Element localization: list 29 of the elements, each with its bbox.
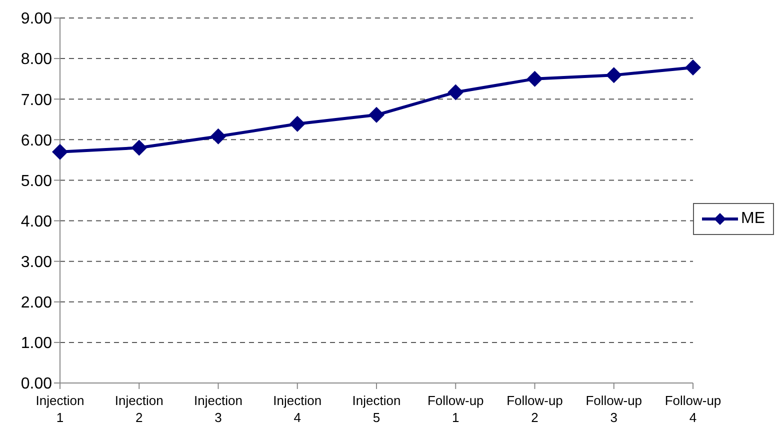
point — [606, 67, 622, 84]
y-tick-label: 1.00 — [20, 335, 52, 352]
x-tick-label: Injection 1 — [36, 393, 84, 425]
x-tick-label: Follow-up 4 — [664, 393, 722, 425]
x-tick-label: Follow-up 1 — [427, 393, 484, 425]
y-tick-label: 4.00 — [20, 213, 52, 230]
point — [526, 70, 543, 87]
point — [210, 128, 226, 144]
x-tick-label: Injection 5 — [352, 393, 401, 425]
x-tick-label: Follow-up 2 — [506, 393, 563, 425]
point — [368, 106, 384, 123]
point — [289, 116, 306, 132]
y-tick-label: 6.00 — [20, 132, 52, 150]
x-tick-label: Injection 3 — [194, 393, 242, 425]
point — [52, 144, 68, 160]
point — [685, 59, 701, 76]
x-tick-label: Injection 4 — [273, 393, 322, 425]
y-tick-label: 0.00 — [20, 376, 52, 393]
y-tick-label: 8.00 — [20, 51, 52, 68]
y-tick-label: 2.00 — [20, 294, 52, 312]
x-tick-label: Follow-up 3 — [586, 393, 642, 425]
y-tick-label: 3.00 — [20, 254, 52, 272]
x-tick-label: Injection 2 — [114, 393, 164, 425]
legend-label: ME — [741, 210, 765, 228]
point — [448, 84, 464, 100]
point — [131, 140, 148, 156]
y-tick-label: 5.00 — [20, 172, 52, 190]
y-tick-label: 7.00 — [20, 92, 52, 109]
y-tick-label: 9.00 — [20, 10, 52, 28]
